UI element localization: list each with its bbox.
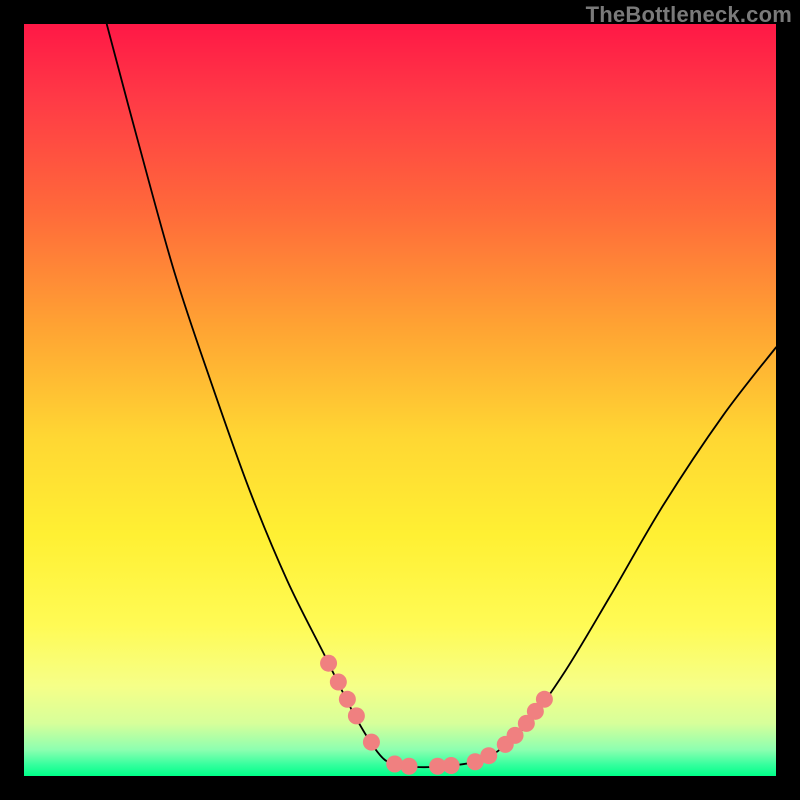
chart-canvas xyxy=(0,0,800,800)
bottleneck-chart: TheBottleneck.com xyxy=(0,0,800,800)
watermark-text: TheBottleneck.com xyxy=(586,2,792,28)
